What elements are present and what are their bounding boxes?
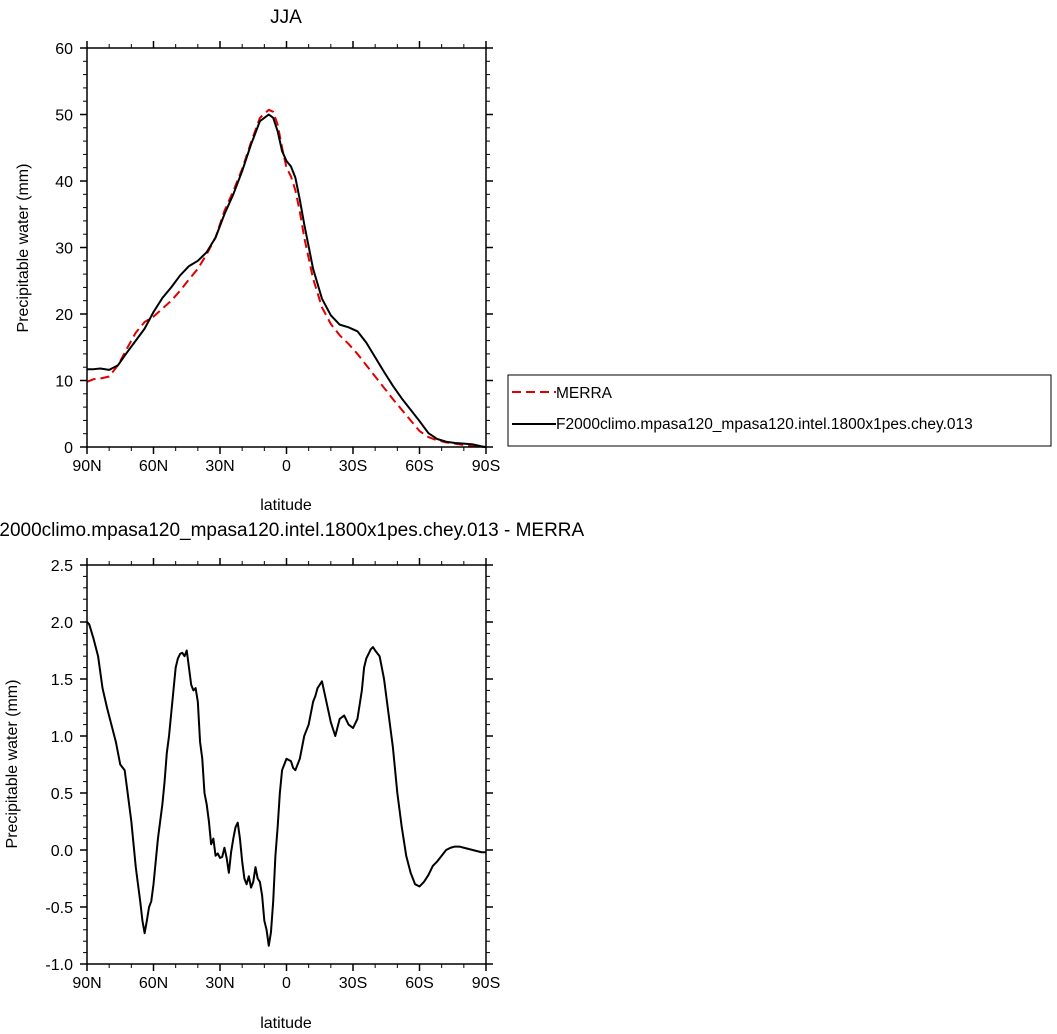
bottom-y-tick-label: 1.0: [51, 729, 73, 746]
legend-merra-label: MERRA: [556, 385, 613, 402]
top-y-tick-label: 30: [55, 241, 73, 258]
top-y-tick-label: 20: [55, 307, 73, 324]
top-y-axis-label: Precipitable water (mm): [15, 164, 32, 333]
bottom-plot-frame: [86, 564, 487, 965]
top-y-tick-label: 60: [55, 41, 73, 58]
top-x-tick-label: 30S: [339, 458, 367, 475]
top-series-line-1: [87, 113, 487, 448]
top-series-line-0: [86, 108, 486, 448]
bottom-plot-area: [86, 621, 486, 947]
bottom-ticks: 90N 60N 30N 0 30S 60S 90S -1.0 -0.5 0.0 0.5 1.0 1.5 2…: [45, 558, 500, 992]
legend: MERRA F2000climo.mpasa120_mpasa120.intel…: [507, 374, 1052, 447]
bottom-y-tick-label: -0.5: [45, 900, 73, 917]
bottom-x-axis-label: latitude: [260, 1015, 312, 1032]
top-chart-title: JJA: [270, 7, 302, 28]
top-y-tick-label: 0: [64, 440, 73, 457]
bottom-y-tick-label: 1.5: [51, 672, 73, 689]
bottom-y-tick-label: 0.5: [51, 786, 73, 803]
top-x-tick-label: 0: [282, 458, 291, 475]
bottom-chart-title: F2000climo.mpasa120_mpasa120.intel.1800x…: [0, 520, 585, 541]
bottom-x-tick-label: 30N: [205, 975, 234, 992]
bottom-x-tick-label: 0: [282, 975, 291, 992]
bottom-x-tick-label: 60N: [139, 975, 168, 992]
bottom-series-line-0: [86, 621, 486, 947]
legend-model-label: F2000climo.mpasa120_mpasa120.intel.1800x…: [556, 416, 973, 433]
top-x-tick-label: 90S: [472, 458, 500, 475]
bottom-x-tick-label: 90S: [472, 975, 500, 992]
bottom-x-tick-label: 90N: [72, 975, 101, 992]
bottom-panel: F2000climo.mpasa120_mpasa120.intel.1800x…: [0, 520, 585, 1032]
bottom-y-axis-label: Precipitable water (mm): [4, 680, 21, 849]
top-plot-frame: [86, 47, 487, 448]
top-x-axis-label: latitude: [260, 497, 312, 514]
bottom-y-tick-label: -1.0: [45, 957, 73, 974]
top-ticks: 90N 60N 30N 0 30S 60S 90S 0 10 20 30 40 50 60: [55, 41, 500, 475]
legend-box: [507, 374, 1052, 447]
top-x-tick-label: 90N: [72, 458, 101, 475]
top-x-tick-label: 60S: [405, 458, 433, 475]
bottom-y-tick-label: 2.0: [51, 615, 73, 632]
top-plot-area: [86, 108, 487, 448]
top-x-tick-label: 30N: [205, 458, 234, 475]
bottom-x-tick-label: 30S: [339, 975, 367, 992]
bottom-y-tick-label: 2.5: [51, 558, 73, 575]
top-x-tick-label: 60N: [139, 458, 168, 475]
top-y-tick-label: 10: [55, 374, 73, 391]
bottom-x-tick-label: 60S: [405, 975, 433, 992]
top-y-tick-label: 50: [55, 108, 73, 125]
top-y-tick-label: 40: [55, 174, 73, 191]
top-panel: JJA Precipitable water (mm) latitude 90N…: [15, 7, 500, 514]
bottom-y-tick-label: 0.0: [51, 843, 73, 860]
